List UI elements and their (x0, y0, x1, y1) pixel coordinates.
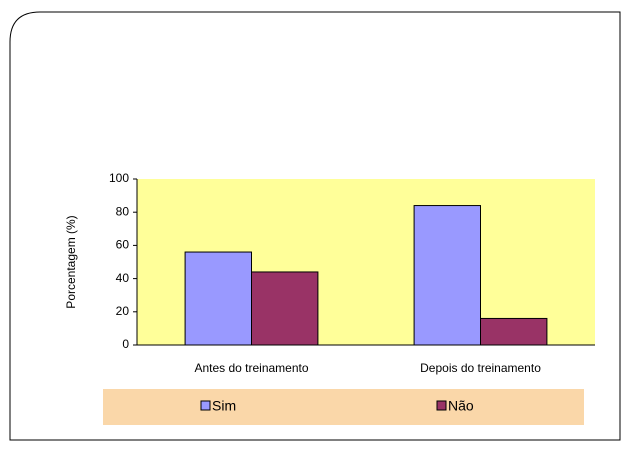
y-tick-label: 60 (116, 238, 130, 252)
x-tick-label: Antes do treinamento (194, 361, 308, 375)
legend-swatch (200, 400, 211, 411)
bar (184, 251, 252, 346)
y-tick-label: 40 (116, 271, 130, 285)
y-tick-label: 80 (116, 204, 130, 218)
bar (480, 317, 548, 346)
legend-label: Não (448, 398, 474, 414)
y-tick-label: 0 (122, 337, 129, 351)
legend (103, 389, 584, 425)
y-axis-label: Porcentagem (%) (64, 215, 78, 308)
legend-label: Sim (212, 398, 236, 414)
y-tick-label: 100 (109, 171, 129, 185)
x-tick-label: Depois do treinamento (420, 361, 541, 375)
bar (413, 205, 481, 346)
y-tick-label: 20 (116, 304, 130, 318)
bar (251, 271, 319, 346)
legend-swatch (436, 400, 447, 411)
